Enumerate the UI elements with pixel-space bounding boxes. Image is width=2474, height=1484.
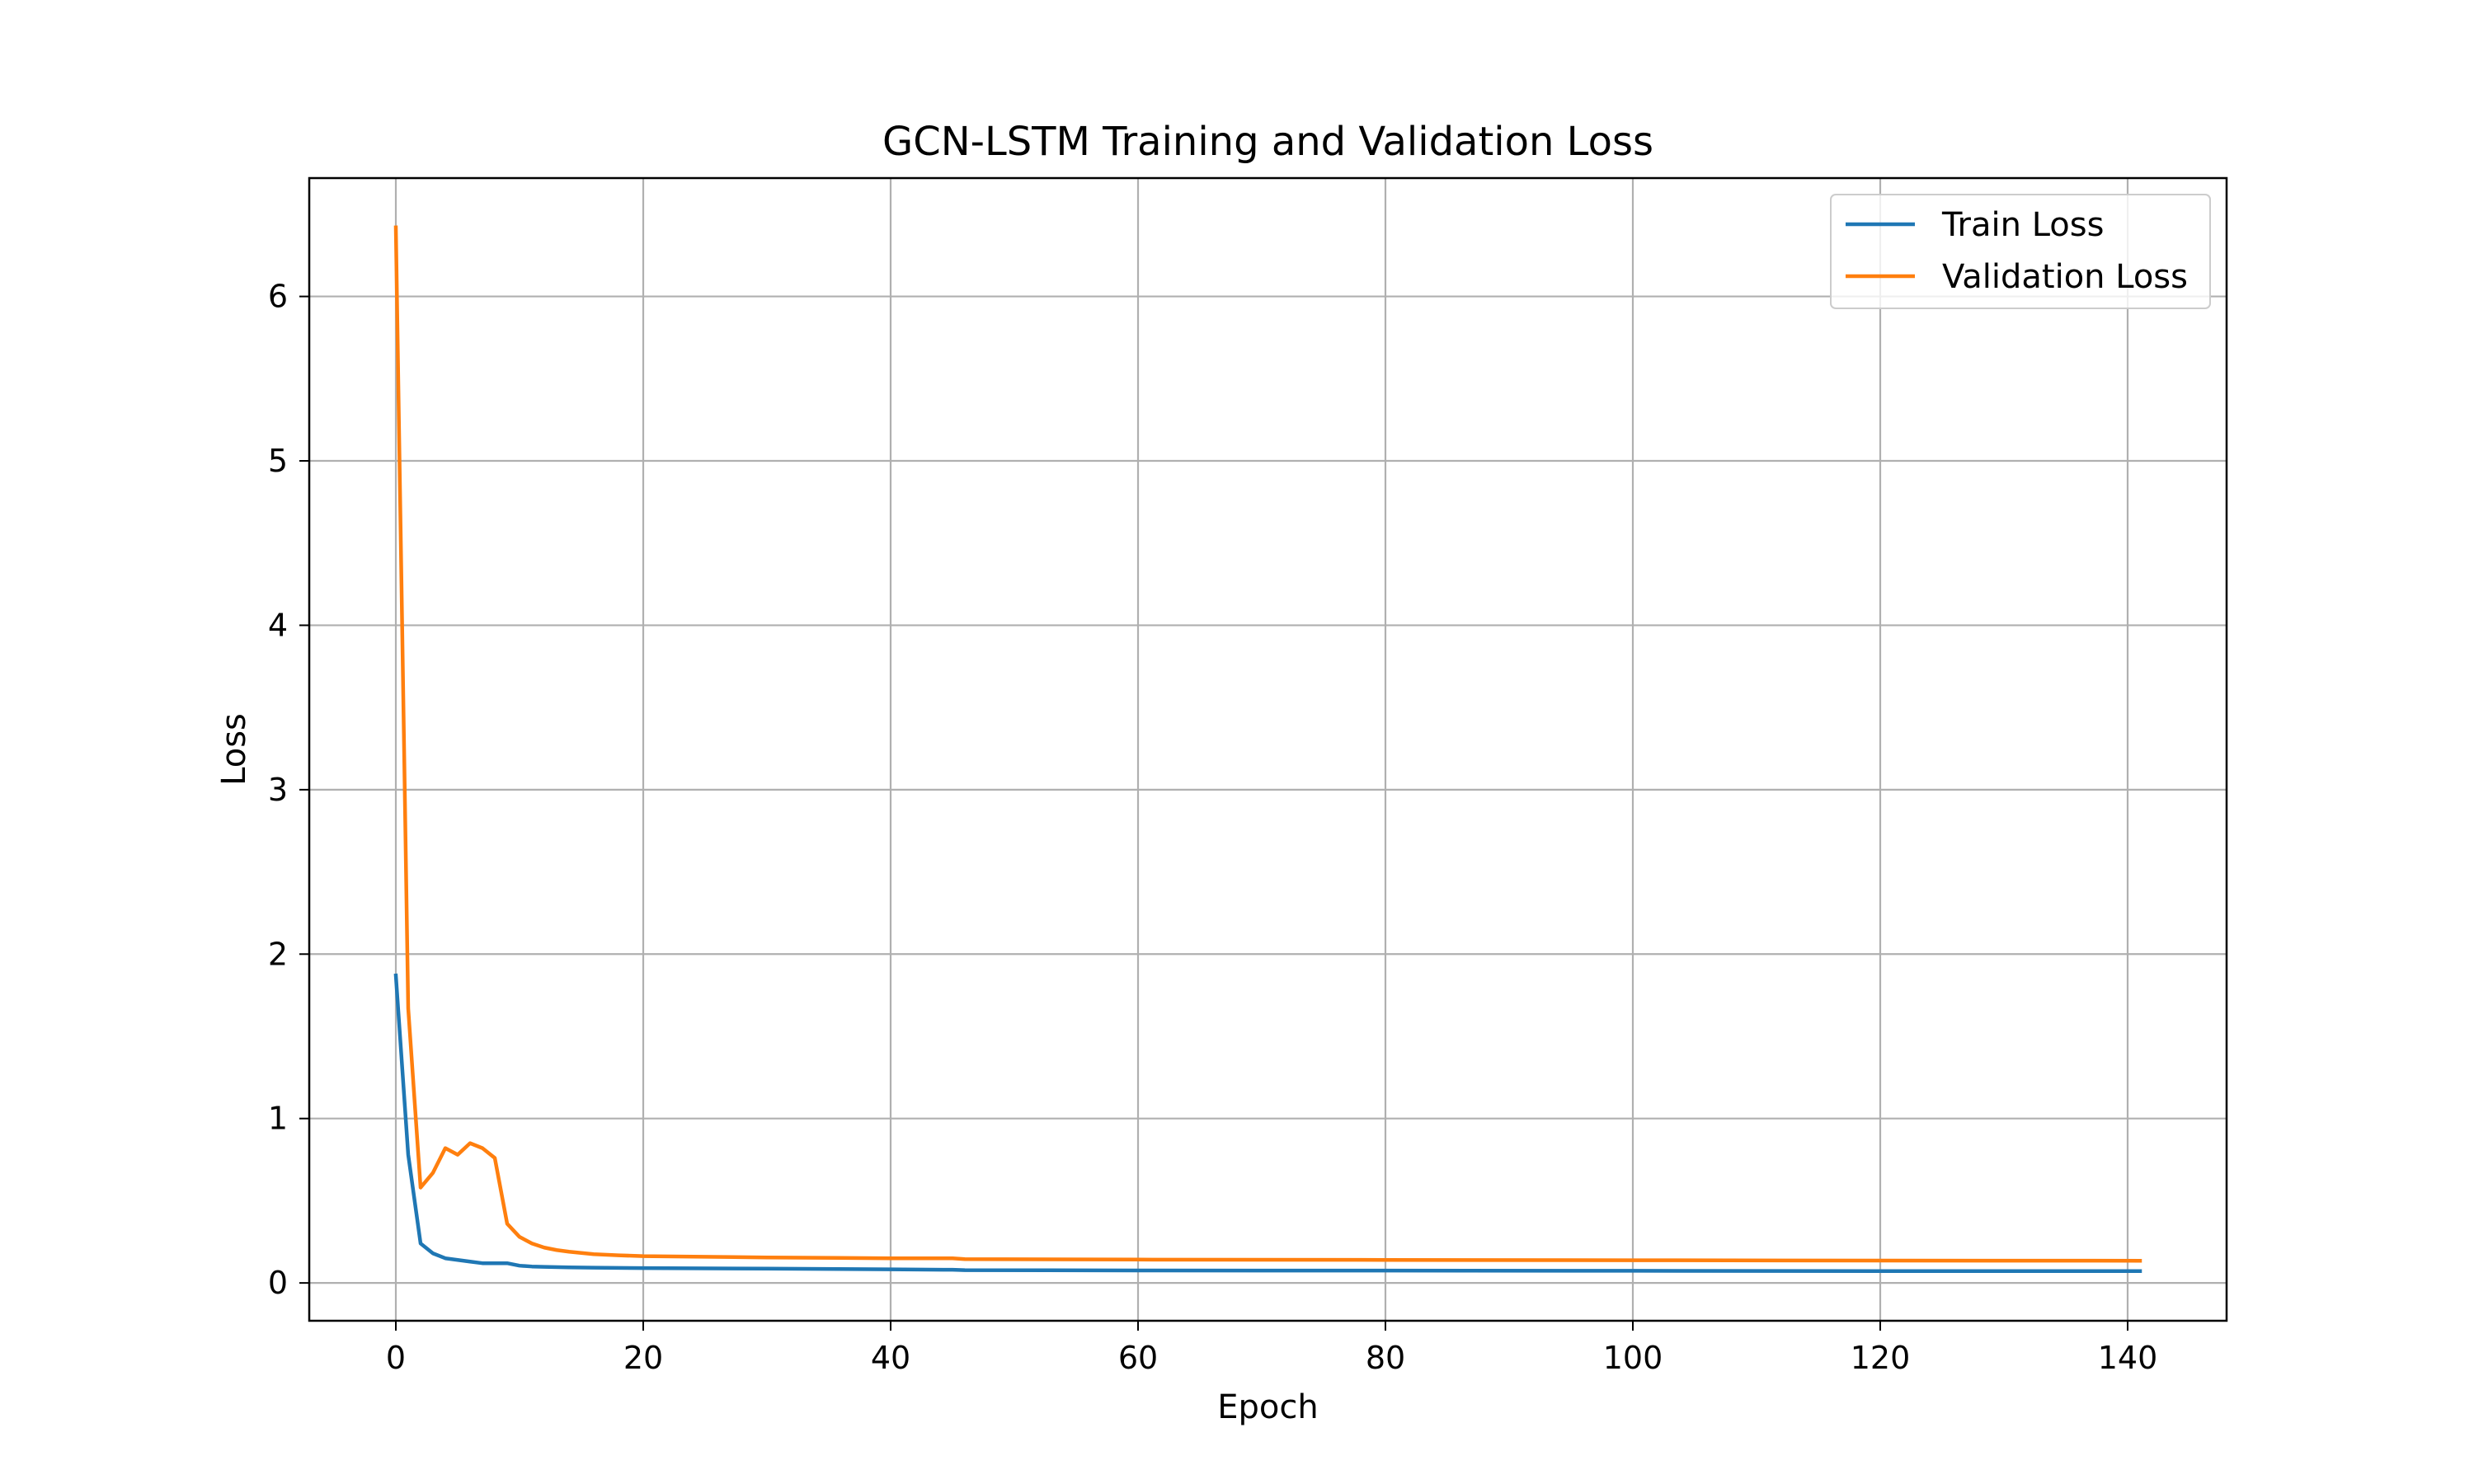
x-tick-label: 40	[871, 1340, 910, 1376]
grid	[309, 178, 2227, 1321]
series-group	[393, 225, 2142, 1274]
y-tick-label: 4	[268, 607, 288, 643]
x-axis-label: Epoch	[1217, 1388, 1318, 1426]
y-axis-label: Loss	[215, 713, 253, 786]
y-tick-label: 0	[268, 1265, 288, 1301]
x-tick-label: 100	[1603, 1340, 1663, 1376]
legend-label-train-loss: Train Loss	[1941, 206, 2104, 244]
y-tick-label: 2	[268, 936, 288, 972]
series-line-validation-loss	[393, 225, 2142, 1263]
x-tick-label: 80	[1366, 1340, 1405, 1376]
x-tick-label: 60	[1118, 1340, 1158, 1376]
plot-frame	[308, 176, 2228, 1322]
x-tick-label: 20	[623, 1340, 663, 1376]
y-tick-label: 3	[268, 772, 288, 808]
series-line-train-loss	[393, 973, 2142, 1274]
y-tick-label: 6	[268, 279, 288, 315]
legend-label-validation-loss: Validation Loss	[1942, 258, 2188, 296]
legend-box	[1830, 194, 2211, 309]
x-tick-label: 140	[2098, 1340, 2158, 1376]
ticks: 0 20 40 60 80 100 120 140 0 1 2 3 4 5 6	[268, 279, 2157, 1376]
x-tick-label: 120	[1851, 1340, 1911, 1376]
chart-title: GCN-LSTM Training and Validation Loss	[882, 119, 1653, 165]
y-tick-label: 1	[268, 1101, 288, 1137]
legend: Train Loss Validation Loss	[1830, 194, 2211, 309]
x-tick-label: 0	[386, 1340, 406, 1376]
y-tick-label: 5	[268, 443, 288, 479]
